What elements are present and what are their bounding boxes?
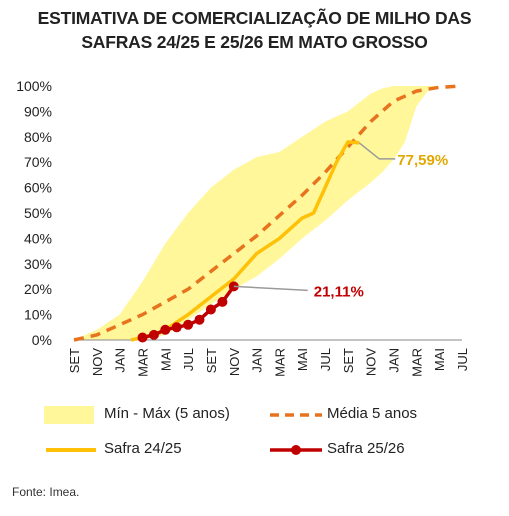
annotation-leader-2425 — [358, 142, 396, 160]
y-tick-label: 30% — [24, 256, 52, 272]
y-tick-label: 100% — [16, 78, 52, 94]
y-tick-label: 20% — [24, 281, 52, 297]
y-tick-label: 50% — [24, 205, 52, 221]
x-tick-label: MAI — [295, 348, 310, 371]
series-safra-2526-point — [194, 314, 205, 325]
x-tick-label: JUL — [318, 348, 333, 371]
x-tick-label: SET — [204, 348, 219, 373]
chart-title-line1: ESTIMATIVA DE COMERCIALIZAÇÃO DE MILHO D… — [37, 8, 472, 28]
legend-label-safra-2425: Safra 24/25 — [104, 440, 182, 457]
y-tick-label: 90% — [24, 103, 52, 119]
x-tick-label: MAR — [409, 348, 424, 377]
series-safra-2526-point — [148, 329, 159, 340]
series-safra-2526-point — [160, 324, 171, 335]
source-note: Fonte: Imea. — [12, 485, 80, 499]
x-tick-label: NOV — [227, 348, 242, 377]
legend-label-safra-2526: Safra 25/26 — [327, 440, 405, 457]
series-safra-2526-point — [217, 296, 228, 307]
legend-swatch-media — [270, 413, 322, 417]
series-safra-2526-point — [137, 332, 148, 343]
series-media-5-anos-line — [73, 84, 463, 342]
x-tick-label: MAR — [272, 348, 287, 377]
legend-swatch-band — [44, 406, 94, 424]
x-tick-label: SET — [341, 348, 356, 373]
series-safra-2526-point — [183, 319, 194, 330]
min-max-band-area — [74, 86, 462, 340]
y-tick-label: 60% — [24, 180, 52, 196]
x-tick-label: SET — [67, 348, 82, 373]
y-tick-label: 0% — [32, 332, 52, 348]
legend-swatch-safra-2425 — [46, 448, 96, 452]
x-tick-label: JAN — [113, 348, 128, 373]
x-tick-label: JUL — [181, 348, 196, 371]
legend-swatch-safra-2526 — [270, 445, 322, 455]
y-tick-label: 10% — [24, 307, 52, 323]
x-tick-label: MAI — [158, 348, 173, 371]
series-safra-2526-point — [205, 304, 216, 315]
x-tick-label: NOV — [364, 348, 379, 377]
x-tick-label: MAI — [432, 348, 447, 371]
y-tick-label: 40% — [24, 230, 52, 246]
chart-title-line2: SAFRAS 24/25 E 25/26 EM MATO GROSSO — [81, 32, 428, 52]
legend-label-band: Mín - Máx (5 anos) — [104, 405, 230, 422]
x-tick-label: JAN — [250, 348, 265, 373]
x-tick-label: JAN — [387, 348, 402, 373]
annotation-leader-2526 — [233, 285, 308, 292]
y-tick-label: 80% — [24, 129, 52, 145]
y-tick-label: 70% — [24, 154, 52, 170]
data-label-safra-2526: 21,11% — [314, 283, 364, 300]
data-label-safra-2425: 77,59% — [397, 152, 448, 169]
x-tick-label: NOV — [90, 348, 105, 377]
legend-label-media: Média 5 anos — [327, 405, 418, 422]
series-safra-2526-point — [171, 322, 182, 333]
x-tick-label: JUL — [455, 348, 470, 371]
x-tick-label: MAR — [136, 348, 151, 377]
